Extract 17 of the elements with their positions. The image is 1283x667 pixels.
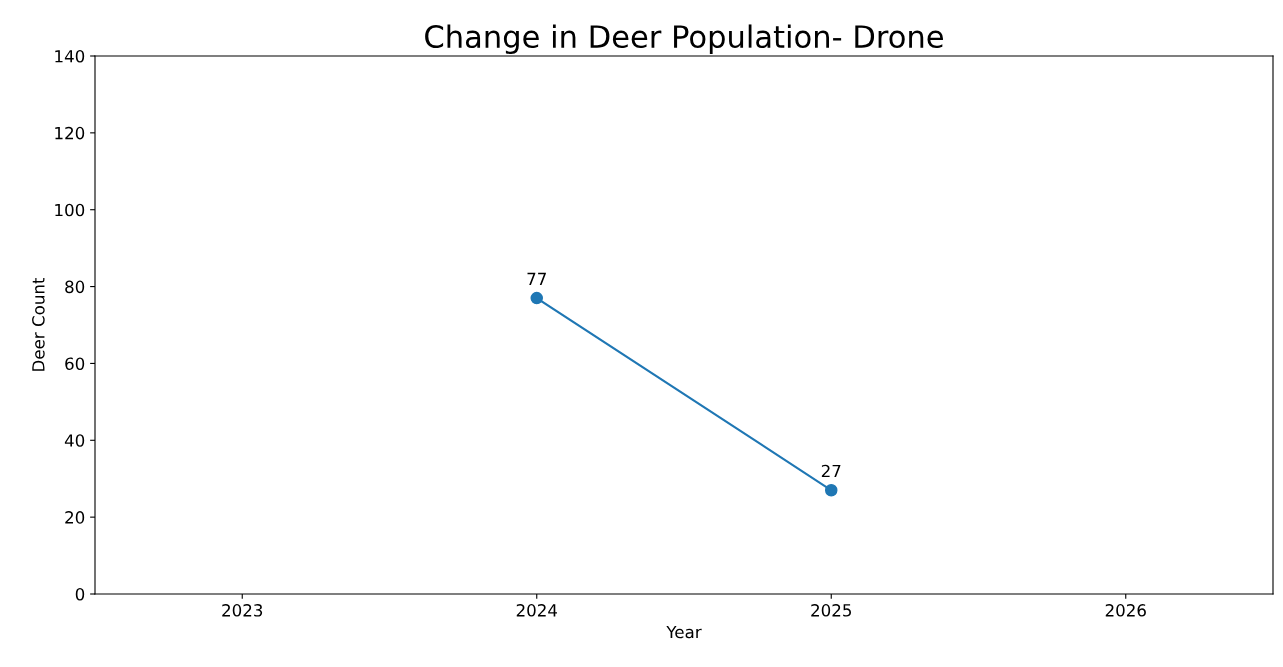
- y-tick-label: 40: [64, 434, 85, 447]
- chart-title: Change in Deer Population- Drone: [425, 24, 943, 55]
- x-tick-label: 2025: [811, 604, 851, 617]
- data-label: 27: [821, 464, 841, 478]
- y-tick-label: 140: [55, 49, 85, 63]
- x-tick-label: 2023: [222, 604, 263, 617]
- y-axis-title: Deer Count: [32, 277, 45, 371]
- y-tick-label: 60: [65, 357, 85, 370]
- y-tick-label: 0: [75, 587, 85, 601]
- y-tick-label: 120: [55, 126, 85, 140]
- y-tick-label: 20: [65, 511, 85, 524]
- y-tick-label: 80: [65, 280, 85, 294]
- y-tick-label: 100: [55, 203, 85, 217]
- x-axis-title: Year: [666, 625, 702, 639]
- data-label: 77: [527, 272, 546, 285]
- x-tick-label: 2026: [1105, 604, 1146, 617]
- x-tick-label: 2024: [516, 604, 558, 617]
